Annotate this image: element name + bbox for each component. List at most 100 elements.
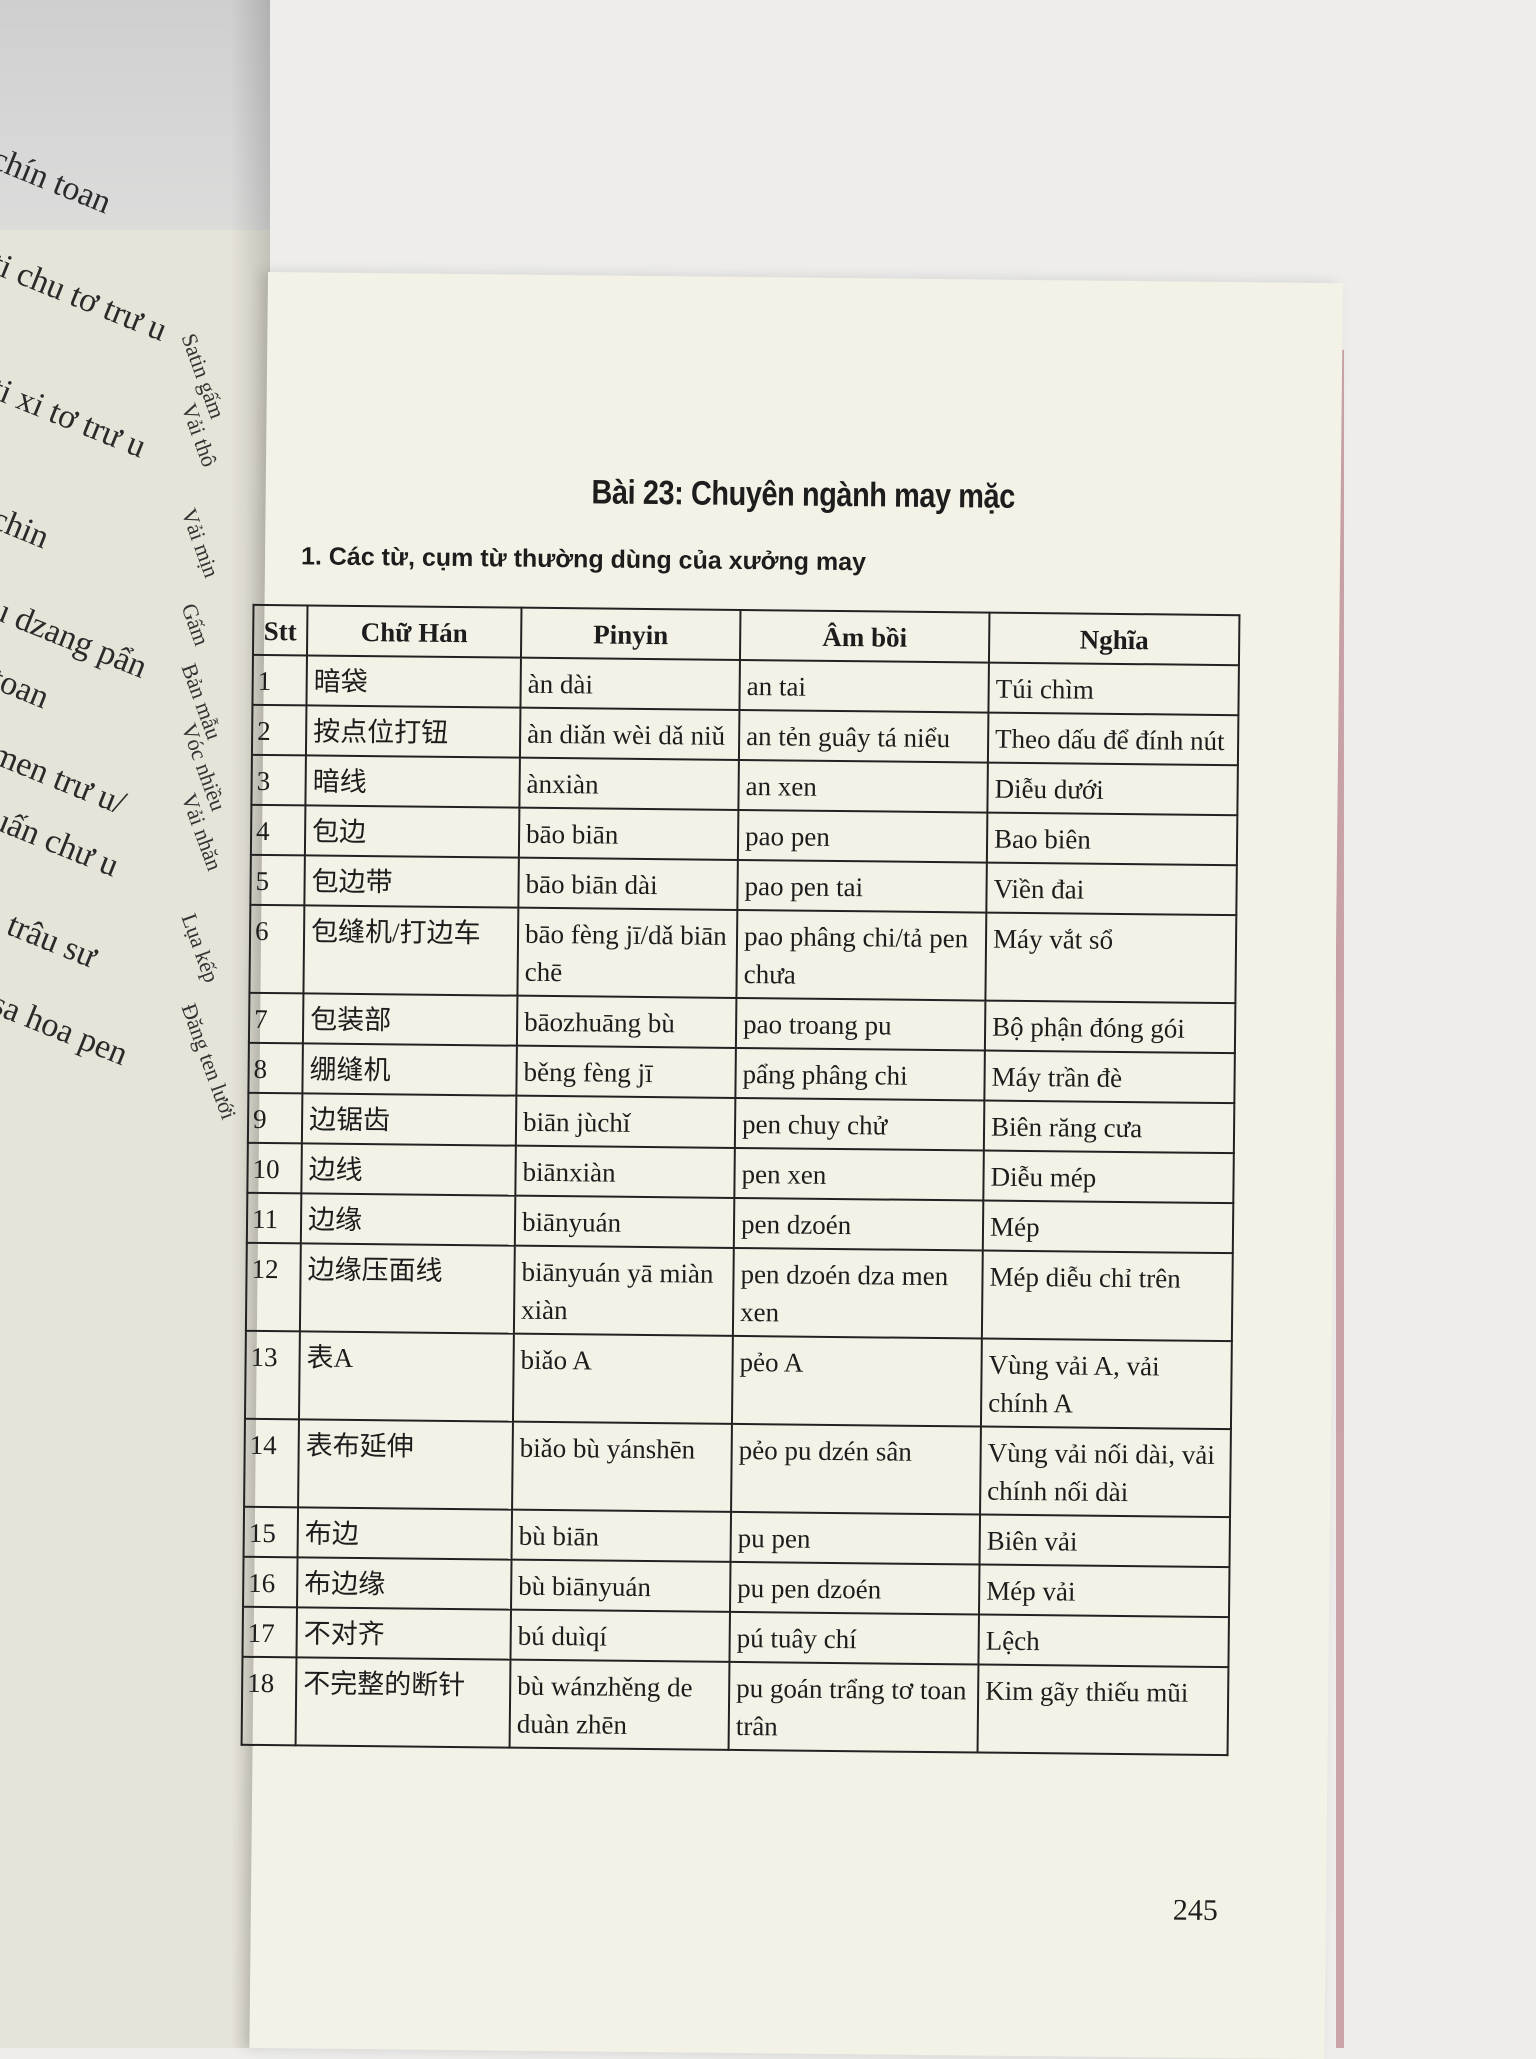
pinyin-cell: àn diǎn wèi dǎ niǔ [519,707,740,760]
meaning-cell: Mép [982,1200,1234,1254]
pinyin-cell: běng fèng jī [516,1045,736,1098]
pinyin-cell: bāo biān dài [518,857,738,910]
meaning-cell: Diễu mép [983,1150,1234,1204]
am-boi-cell: pao pen [737,809,988,863]
chinese-cell: 边缘 [300,1193,516,1246]
pinyin-cell: àn dài [520,657,740,710]
pinyin-cell: ànxiàn [519,757,739,810]
meaning-cell: Theo dấu để đính nút [987,712,1239,766]
meaning-cell: Lệch [978,1614,1229,1668]
row-number: 14 [244,1418,299,1508]
header-am-boi: Âm bồi [739,609,990,663]
meaning-cell: Mép diễu chỉ trên [981,1250,1233,1342]
left-page-text: chin [0,500,55,557]
pinyin-cell: bù biān [511,1509,732,1562]
section-heading: 1. Các từ, cụm từ thường dùng của xưởng … [300,542,867,577]
am-boi-cell: an tẻn guây tá niểu [738,709,989,763]
row-number: 12 [245,1242,301,1332]
left-page-meaning: Vải mịn [176,505,225,581]
pinyin-cell: bú duìqí [510,1609,730,1662]
row-number: 13 [244,1330,300,1420]
am-boi-cell: pen xen [734,1147,984,1201]
chinese-cell: 暗袋 [306,655,521,708]
pinyin-cell: bù biānyuán [511,1559,731,1612]
am-boi-cell: pen dzoén dza men xen [732,1247,983,1339]
meaning-cell: Viền đai [986,862,1237,916]
meaning-cell: Túi chìm [988,662,1239,716]
am-boi-cell: an xen [738,759,988,813]
chinese-cell: 包缝机/打边车 [303,905,519,996]
table-row: 14 表布延伸 biǎo bù yánshēn pẻo pu dzén sân Vùng… [244,1418,1231,1518]
meaning-cell: Vùng vải nối dài, vải chính nối dài [980,1426,1231,1518]
left-page-text: sa hoa pen [0,985,134,1074]
left-page-text: , trâu sư [0,900,103,976]
row-number: 17 [242,1606,298,1658]
row-number: 2 [251,704,307,756]
am-boi-cell: pẻo A [731,1335,982,1427]
am-boi-cell: pao troang pu [735,997,986,1051]
chinese-cell: 包边 [304,805,520,858]
header-meaning: Nghĩa [988,612,1240,666]
row-number: 9 [247,1092,303,1144]
am-boi-cell: pẩng phâng chi [735,1047,985,1101]
am-boi-cell: pen chuy chử [734,1097,985,1151]
row-number: 15 [243,1506,299,1558]
left-page-meaning: Gấm [176,600,215,649]
pinyin-cell: biǎo A [512,1333,733,1424]
row-number: 3 [251,754,306,806]
pinyin-cell: bāo fèng jī/dǎ biān chē [517,907,738,998]
chinese-cell: 表A [298,1331,514,1422]
chinese-cell: 边线 [301,1143,516,1196]
header-pinyin: Pinyin [520,607,741,660]
row-number: 10 [247,1142,302,1194]
am-boi-cell: pu pen dzoén [729,1561,980,1615]
left-page-text: toan [0,660,55,717]
left-page-text: ti chu tơ trư u [0,245,173,349]
chinese-cell: 包装部 [302,993,518,1046]
row-number: 18 [241,1656,297,1746]
am-boi-cell: pao phâng chi/tả pen chưa [736,909,987,1001]
pinyin-cell: biān jùchǐ [515,1095,736,1148]
row-number: 5 [250,854,305,906]
lesson-title: Bài 23: Chuyên ngành may mặc [591,473,1016,516]
chinese-cell: 绷缝机 [302,1043,517,1096]
table-row: 12 边缘压面线 biānyuán yā miàn xiàn pen dzoén dz… [245,1242,1233,1342]
chinese-cell: 不对齐 [296,1607,512,1660]
am-boi-cell: pu pen [730,1511,981,1565]
row-number: 8 [248,1042,303,1094]
meaning-cell: Máy vắt sổ [985,912,1237,1004]
am-boi-cell: pen dzoén [733,1197,984,1251]
chinese-cell: 包边带 [304,855,519,908]
vocabulary-table: Stt Chữ Hán Pinyin Âm bồi Nghĩa 1 暗袋 àn dà… [241,604,1241,1756]
chinese-cell: 按点位打钮 [305,705,521,758]
left-page: chín toan ti chu tơ trư u ti xi tơ trư u ch… [0,0,270,2048]
left-page-header-band [0,0,270,230]
table-row: 6 包缝机/打边车 bāo fèng jī/dǎ biān chē pao phâng… [249,904,1237,1004]
chinese-cell: 边缘压面线 [299,1243,515,1334]
page-number: 245 [1172,1893,1219,1928]
meaning-cell: Mép vải [978,1564,1230,1618]
row-number: 11 [246,1192,302,1244]
row-number: 7 [248,992,304,1044]
pinyin-cell: biānxiàn [515,1145,735,1198]
chinese-cell: 布边 [297,1507,513,1560]
meaning-cell: Bao biên [986,812,1238,866]
pinyin-cell: biānyuán [514,1195,735,1248]
meaning-cell: Diễu dưới [987,762,1238,816]
left-page-meaning: Lụa kếp [176,910,225,986]
pinyin-cell: biānyuán yā miàn xiàn [513,1245,734,1336]
chinese-cell: 不完整的断针 [295,1657,511,1748]
header-stt: Stt [252,604,308,656]
table-row: 18 不完整的断针 bù wánzhěng de duàn zhēn pu goán … [241,1656,1229,1756]
pinyin-cell: bāozhuāng bù [516,995,737,1048]
right-page: Bài 23: Chuyên ngành may mặc 1. Các từ, … [241,272,1343,2059]
meaning-cell: Vùng vải A, vải chính A [980,1338,1232,1430]
am-boi-cell: pao pen tai [737,859,987,913]
chinese-cell: 表布延伸 [298,1419,513,1510]
row-number: 16 [243,1556,298,1608]
row-number: 1 [252,654,307,706]
meaning-cell: Máy trần đè [984,1050,1235,1104]
meaning-cell: Biên vải [979,1514,1231,1568]
meaning-cell: Biên răng cưa [983,1100,1235,1154]
pinyin-cell: bù wánzhěng de duàn zhēn [509,1659,730,1750]
